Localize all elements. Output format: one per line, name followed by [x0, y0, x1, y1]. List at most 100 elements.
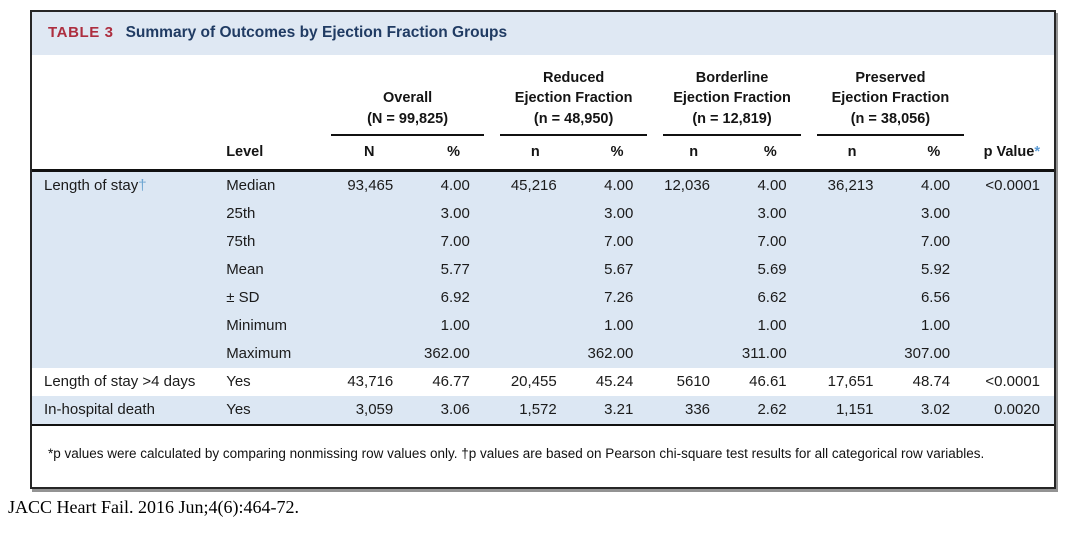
- cell: 1.00: [757, 317, 787, 334]
- cell: 3,059: [355, 401, 394, 418]
- table-footnote: *p values were calculated by comparing n…: [32, 424, 1054, 487]
- p-value-cell: <0.0001: [985, 177, 1040, 194]
- column-header-n: n: [808, 136, 896, 172]
- p-value-cell: [972, 228, 1054, 256]
- p-value-cell: [972, 340, 1054, 368]
- group-header-row: Overall (N = 99,825) Reduced Ejection Fr…: [32, 55, 1054, 136]
- table-title: Summary of Outcomes by Ejection Fraction…: [125, 24, 508, 41]
- row-label: [32, 200, 226, 228]
- cell: 48.74: [912, 373, 951, 390]
- cell: 43,716: [347, 373, 394, 390]
- level-cell: Mean: [226, 261, 264, 278]
- table-row-length-of-stay-sd: ± SD 6.92 7.26 6.62 6.56: [32, 284, 1054, 312]
- cell: 4.00: [757, 177, 787, 194]
- level-cell: Minimum: [226, 317, 288, 334]
- cell: 1,151: [835, 401, 874, 418]
- row-label: In-hospital death: [44, 401, 155, 418]
- group-header-borderline-ef: Borderline Ejection Fraction (n = 12,819…: [655, 55, 808, 136]
- cell: [809, 256, 896, 284]
- cell: 4.00: [920, 177, 951, 194]
- cell: 3.00: [604, 205, 634, 222]
- cell: [809, 312, 896, 340]
- row-label: [32, 228, 226, 256]
- cell: [809, 228, 896, 256]
- cell: 362.00: [423, 345, 470, 362]
- dagger-mark: †: [138, 177, 147, 194]
- cell: [323, 284, 415, 312]
- cell: [492, 284, 579, 312]
- group-header-reduced-ef: Reduced Ejection Fraction (n = 48,950): [492, 55, 656, 136]
- cell: [492, 256, 579, 284]
- level-cell: ± SD: [226, 289, 260, 306]
- cell: [323, 256, 415, 284]
- cell: 36,213: [827, 177, 874, 194]
- p-value-cell: 0.0020: [994, 401, 1040, 418]
- row-label: [32, 256, 226, 284]
- group-header-overall: Overall (N = 99,825): [323, 55, 492, 136]
- column-header-row: Level N % n % n % n % p Value*: [32, 136, 1054, 172]
- table-row-length-of-stay-maximum: Maximum 362.00 362.00 311.00 307.00: [32, 340, 1054, 368]
- cell: [655, 312, 732, 340]
- cell: 336: [684, 401, 711, 418]
- table-row-length-of-stay-75th: 75th 7.00 7.00 7.00 7.00: [32, 228, 1054, 256]
- cell: 5.92: [920, 261, 951, 278]
- group-line: (N = 99,825): [367, 110, 449, 127]
- table-row-length-of-stay-25th: 25th 3.00 3.00 3.00 3.00: [32, 200, 1054, 228]
- cell: 7.26: [604, 289, 634, 306]
- column-header-variable: [32, 136, 227, 172]
- column-header-level: Level: [226, 136, 324, 172]
- group-line: (n = 38,056): [850, 110, 931, 127]
- row-label: Length of stay†: [32, 171, 226, 201]
- level-cell: 25th: [226, 205, 256, 222]
- group-line: Ejection Fraction: [673, 90, 791, 107]
- cell: 1.00: [920, 317, 951, 334]
- row-label-text: Length of stay: [44, 177, 139, 194]
- cell: 307.00: [904, 345, 951, 362]
- cell: 6.56: [920, 289, 951, 306]
- cell: [809, 340, 896, 368]
- outcomes-table: Overall (N = 99,825) Reduced Ejection Fr…: [32, 55, 1054, 424]
- column-header-pvalue: p Value*: [972, 136, 1054, 172]
- level-cell: Yes: [226, 373, 251, 390]
- cell: 311.00: [741, 345, 787, 362]
- cell: 4.00: [604, 177, 634, 194]
- p-value-cell: [972, 256, 1054, 284]
- cell: 1,572: [519, 401, 557, 418]
- cell: [492, 228, 579, 256]
- group-line: Preserved: [855, 70, 926, 87]
- column-header-n: n: [655, 136, 733, 172]
- group-line: Reduced: [543, 70, 605, 87]
- cell: 46.77: [432, 373, 470, 390]
- cell: 2.62: [757, 401, 787, 418]
- column-header-pct: %: [415, 136, 492, 172]
- cell: [323, 340, 415, 368]
- row-label: Length of stay >4 days: [44, 373, 196, 390]
- cell: 3.00: [757, 205, 787, 222]
- cell: [655, 340, 732, 368]
- cell: 362.00: [587, 345, 634, 362]
- p-value-cell: <0.0001: [985, 373, 1040, 390]
- group-header-spacer: [32, 55, 323, 136]
- group-line: Overall: [382, 90, 433, 107]
- cell: 6.92: [440, 289, 470, 306]
- cell: 46.61: [749, 373, 787, 390]
- column-header-n: N: [323, 136, 416, 172]
- cell: [323, 200, 415, 228]
- cell: 93,465: [347, 177, 394, 194]
- cell: 45.24: [595, 373, 634, 390]
- p-value-cell: [972, 284, 1054, 312]
- p-value-cell: [972, 312, 1054, 340]
- cell: [323, 312, 415, 340]
- cell: [655, 256, 732, 284]
- cell: [492, 312, 579, 340]
- cell: 12,036: [664, 177, 711, 194]
- cell: [809, 200, 896, 228]
- cell: 7.00: [440, 233, 470, 250]
- table-title-bar: TABLE 3 Summary of Outcomes by Ejection F…: [32, 12, 1054, 55]
- cell: 5610: [676, 373, 711, 390]
- cell: 7.00: [757, 233, 787, 250]
- cell: 4.00: [440, 177, 470, 194]
- cell: [655, 200, 732, 228]
- table-row-length-of-stay-gt4-days: Length of stay >4 days Yes 43,716 46.77 …: [32, 368, 1054, 396]
- cell: 3.00: [440, 205, 470, 222]
